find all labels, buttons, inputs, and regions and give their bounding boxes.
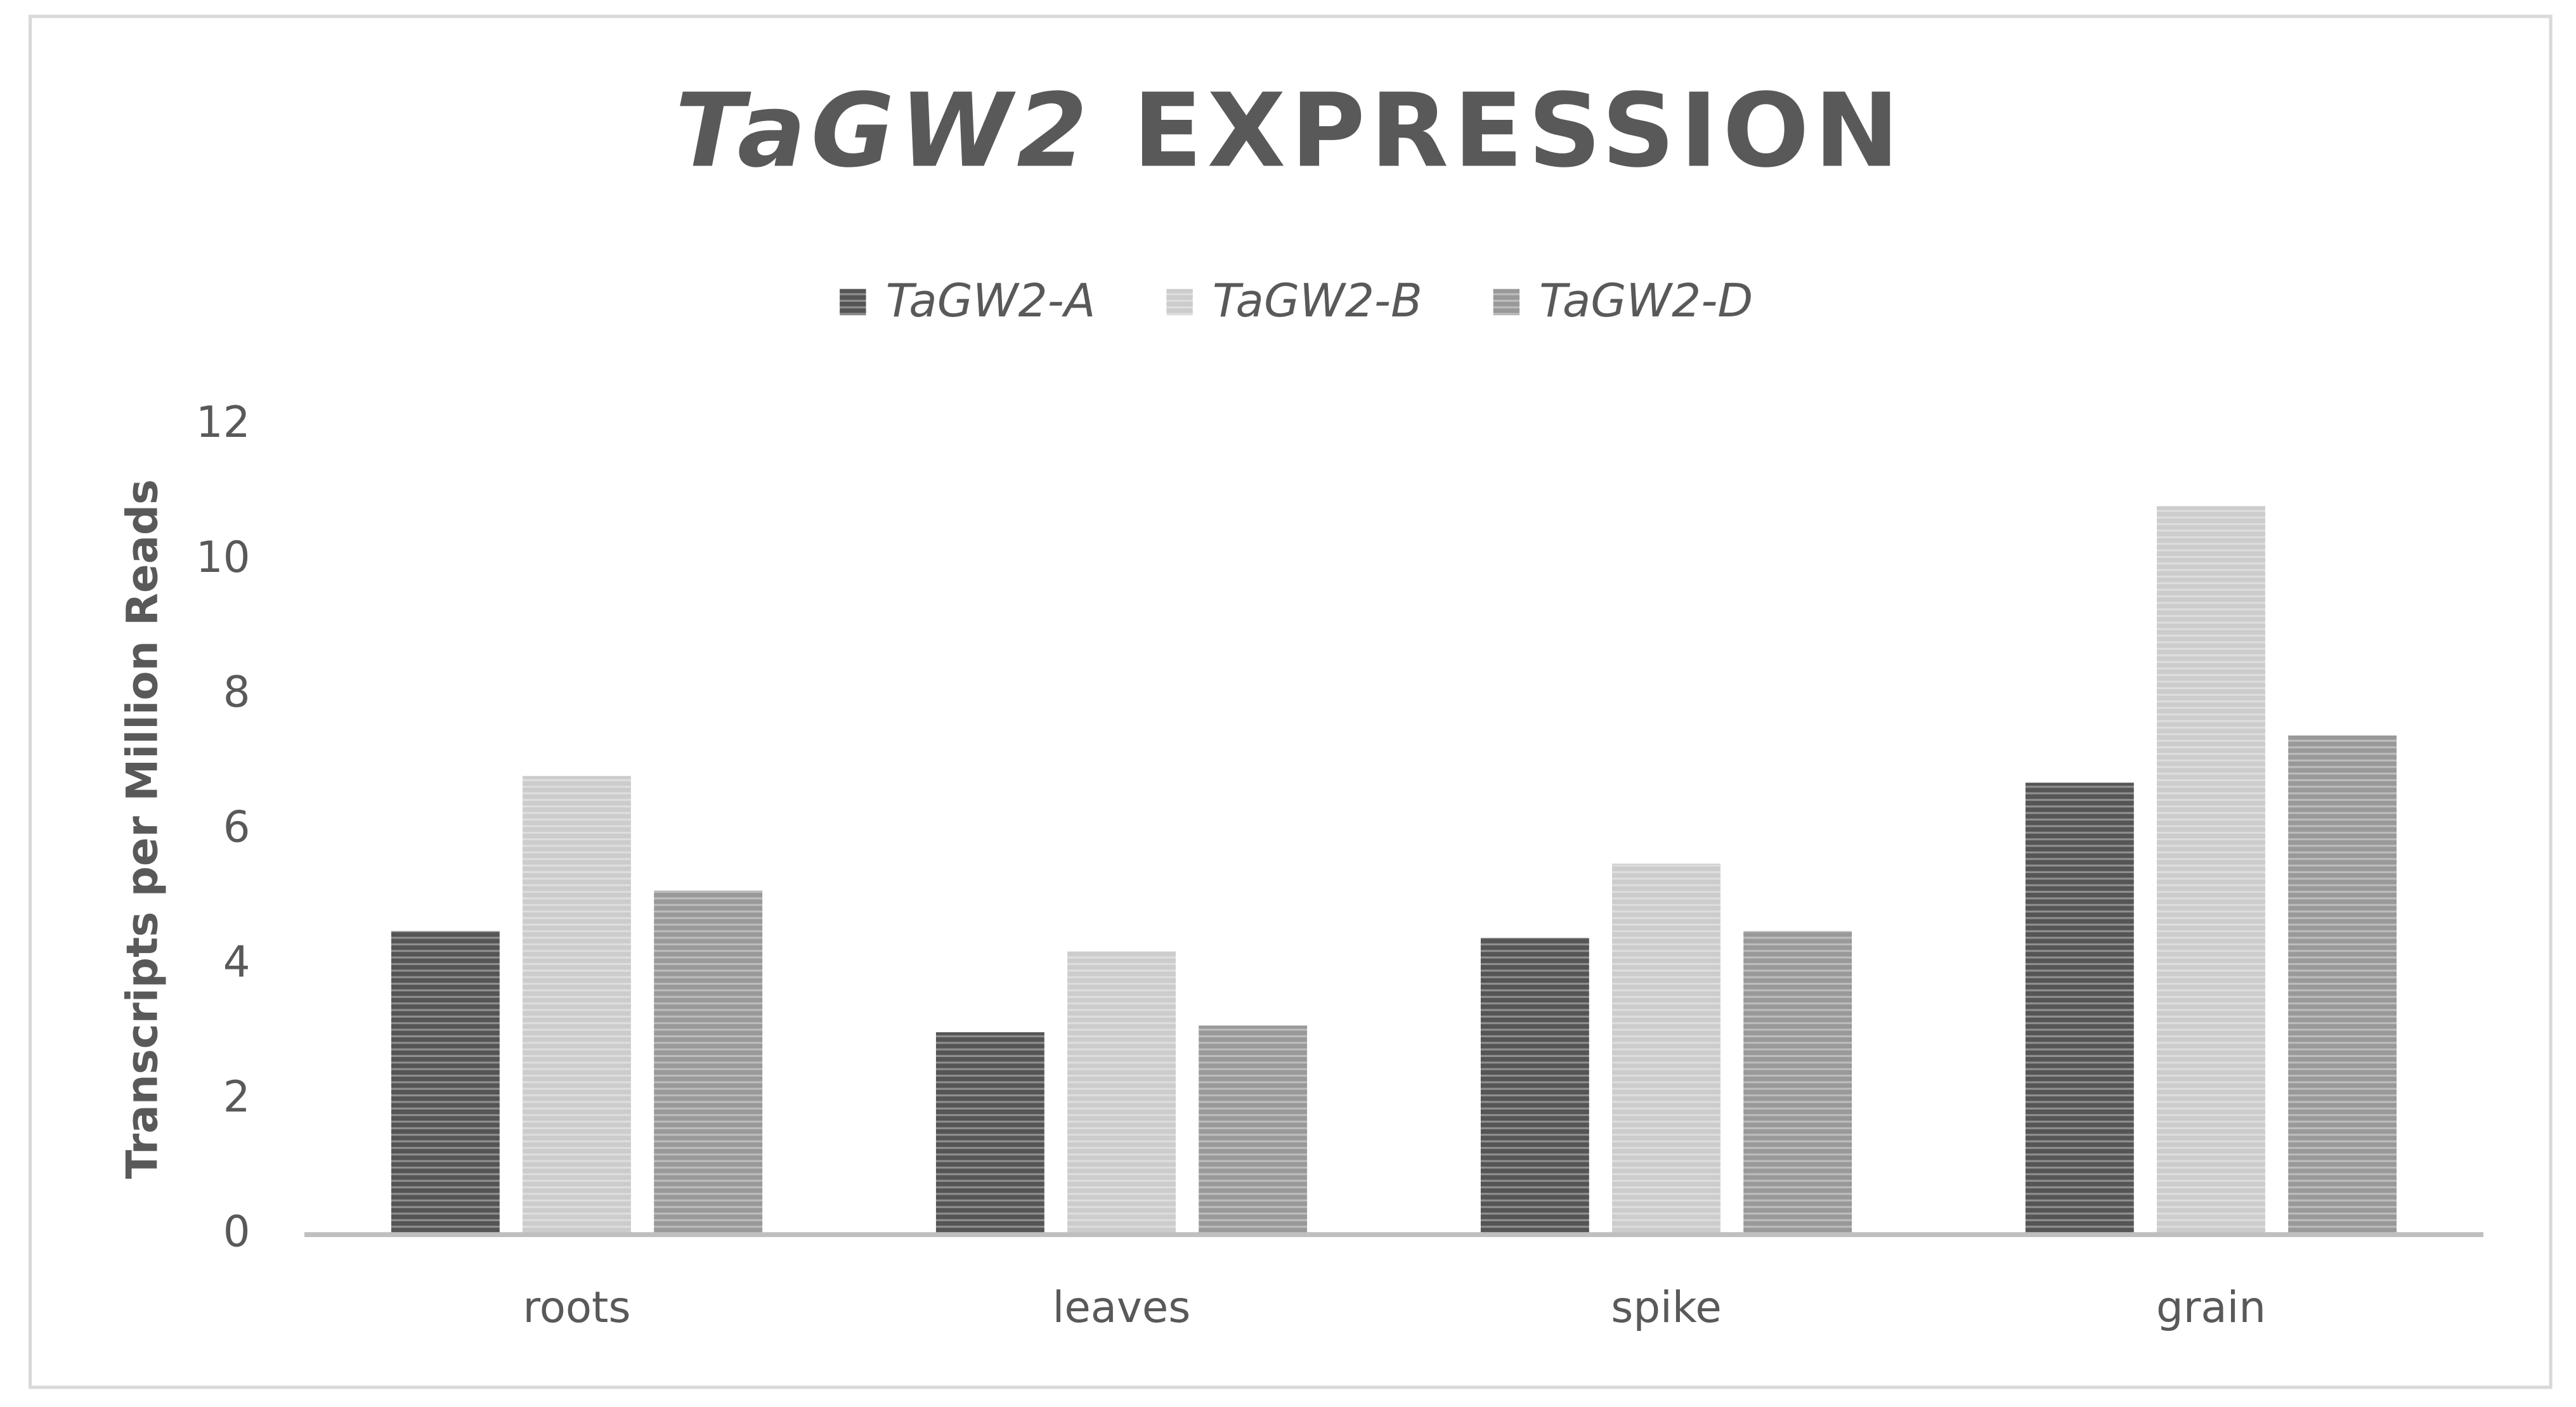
- x-tick-label: spike: [1611, 1283, 1721, 1332]
- bar: [523, 775, 631, 1235]
- bar: [1480, 938, 1589, 1235]
- bar: [1199, 1025, 1308, 1235]
- title-rest: EXPRESSION: [1133, 71, 1904, 190]
- legend-label: TaGW2-D: [1539, 275, 1753, 328]
- y-tick-label: 12: [196, 398, 250, 447]
- title-italic: TaGW2: [675, 71, 1092, 190]
- bar: [1067, 951, 1176, 1235]
- y-tick-label: 4: [223, 937, 250, 987]
- x-tick-label: grain: [2156, 1283, 2266, 1332]
- bar: [391, 931, 500, 1235]
- y-axis-label: Transcripts per Million Reads: [117, 479, 167, 1179]
- legend-label: TaGW2-A: [886, 275, 1096, 328]
- bar: [935, 1032, 1044, 1235]
- bar: [1612, 864, 1721, 1235]
- bar: [654, 890, 763, 1235]
- bar: [2288, 735, 2397, 1235]
- bar: [1743, 931, 1852, 1235]
- legend-label: TaGW2-B: [1213, 275, 1422, 328]
- bar: [2157, 506, 2265, 1235]
- y-tick-label: 6: [223, 802, 250, 852]
- y-tick-label: 2: [223, 1072, 250, 1122]
- bar: [2025, 782, 2134, 1235]
- y-tick-label: 8: [223, 668, 250, 717]
- y-tick-label: 10: [196, 533, 250, 582]
- x-tick-label: roots: [523, 1283, 631, 1332]
- chart-title: TaGW2 EXPRESSION: [675, 71, 1904, 190]
- legend-swatch: [1166, 289, 1193, 316]
- legend-swatch: [1493, 289, 1520, 316]
- y-tick-label: 0: [223, 1207, 250, 1257]
- x-tick-label: leaves: [1053, 1283, 1191, 1332]
- legend-swatch: [840, 289, 866, 316]
